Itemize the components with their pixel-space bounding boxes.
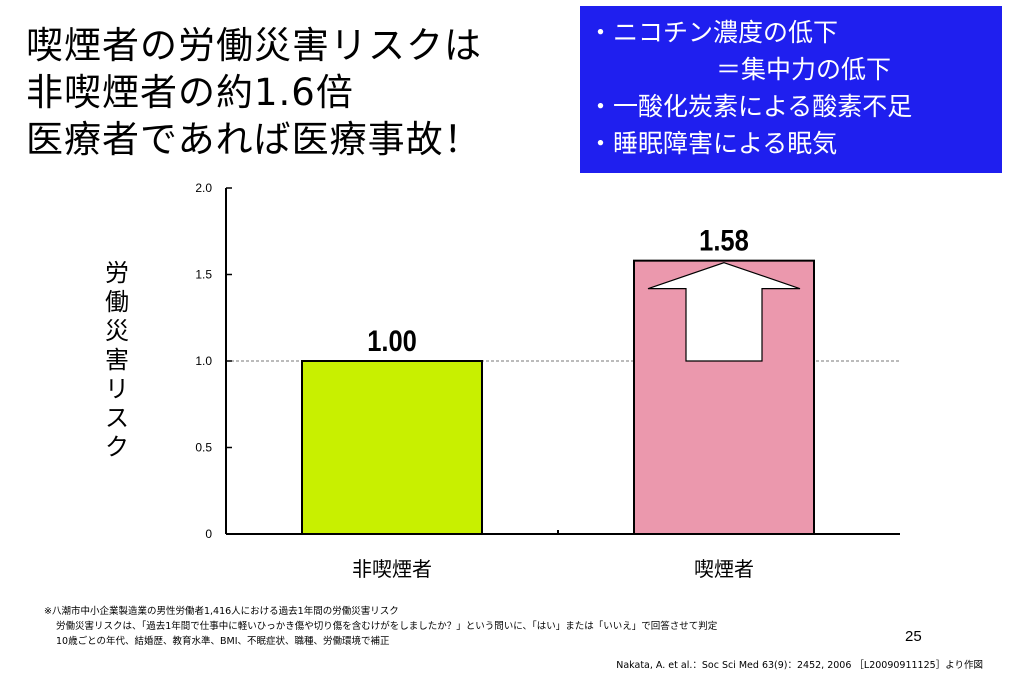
note-line-concentration: ＝集中力の低下	[716, 55, 892, 84]
bar-value-label-2: 1.58	[699, 224, 749, 257]
title-line-2: 非喫煙者の約1.6倍	[26, 71, 354, 114]
y-axis-label-char: リ	[105, 375, 129, 403]
y-tick-label-2: 1.0	[195, 354, 212, 368]
y-axis-label-char: 害	[105, 346, 129, 374]
y-tick-label-1: 0.5	[195, 441, 212, 455]
footnote-line-1: ※八潮市中小企業製造業の男性労働者1,416人における過去1年間の労働災害リスク	[44, 606, 399, 617]
footnote-line-3: 10歳ごとの年代、結婚歴、教育水準、BMI、不眠症状、職種、労働環境で補正	[56, 636, 390, 647]
footnote-line-2: 労働災害リスクは、「過去1年間で仕事中に軽いひっかき傷や切り傷を含むけがをしまし…	[56, 621, 718, 632]
chart-plot-area: 1.00 非喫煙者 1.58 喫煙者 0 0.5 1.0 1.5 2.0	[195, 181, 900, 581]
note-line-carbon-monoxide: ・一酸化炭素による酸素不足	[588, 92, 913, 121]
note-line-nicotine: ・ニコチン濃度の低下	[588, 18, 839, 47]
footnote: ※八潮市中小企業製造業の男性労働者1,416人における過去1年間の労働災害リスク…	[44, 604, 717, 649]
effects-note-box: ・ニコチン濃度の低下 ＝集中力の低下 ・一酸化炭素による酸素不足 ・睡眠障害によ…	[580, 6, 1002, 173]
citation: Nakata, A. et al.：Soc Sci Med 63(9)：2452…	[616, 660, 983, 671]
y-axis-label-char: 労	[105, 259, 129, 287]
x-tick-label-2: 喫煙者	[694, 557, 754, 581]
y-axis-label-char: ス	[105, 404, 129, 432]
y-tick-label-3: 1.5	[195, 268, 212, 282]
increase-arrow	[647, 262, 801, 362]
y-tick-label-4: 2.0	[195, 181, 212, 195]
x-tick-label-1: 非喫煙者	[352, 557, 432, 581]
y-tick-label-0: 0	[205, 527, 212, 541]
bar-1	[301, 360, 483, 535]
y-axis-label-char: 災	[105, 317, 129, 345]
slide-title: 喫煙者の労働災害リスクは 非喫煙者の約1.6倍 医療者であれば医療事故！	[26, 22, 482, 163]
y-axis-label: 労働災害リスク	[101, 259, 133, 462]
title-line-3: 医療者であれば医療事故！	[26, 118, 482, 161]
title-line-1: 喫煙者の労働災害リスクは	[26, 24, 482, 67]
bar-value-label-1: 1.00	[367, 324, 417, 357]
risk-bar-chart: 1.00 非喫煙者 1.58 喫煙者 0 0.5 1.0 1.5 2.0	[195, 181, 900, 581]
note-line-sleep: ・睡眠障害による眠気	[588, 129, 838, 158]
y-axis-label-char: ク	[105, 433, 129, 461]
y-axis-label-char: 働	[105, 288, 129, 316]
page-number: 25	[905, 628, 922, 645]
